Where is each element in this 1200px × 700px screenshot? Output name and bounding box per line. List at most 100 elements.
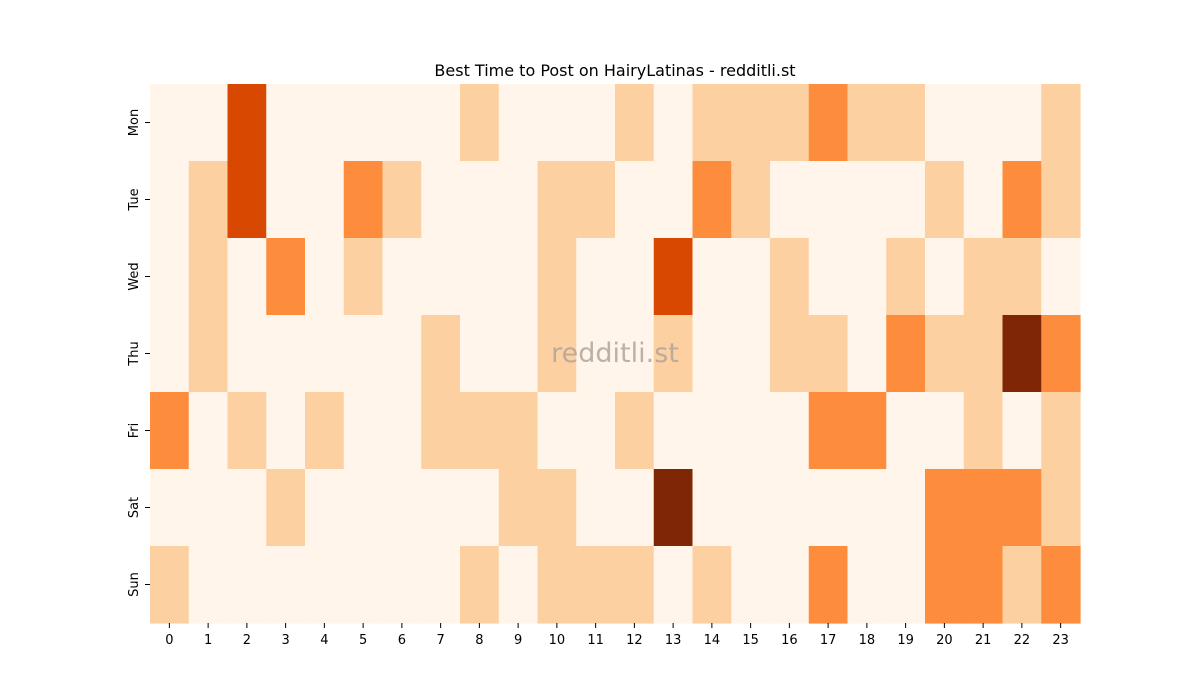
heatmap-cell-wed-6 [382, 238, 422, 316]
heatmap-cell-thu-8 [460, 315, 500, 393]
y-axis: Mon Tue Wed Thu Fri Sat Sun [127, 109, 150, 597]
heatmap-cell-tue-17 [808, 161, 849, 239]
heatmap-cell-wed-4 [305, 238, 345, 316]
heatmap-cell-sat-13 [653, 469, 694, 547]
heatmap-cell-wed-2 [227, 238, 267, 316]
y-tick-label: Sun [127, 572, 142, 597]
heatmap-cell-mon-14 [692, 84, 732, 162]
x-tick-label: 12 [626, 633, 643, 648]
x-tick-label: 6 [398, 633, 406, 648]
x-tick-label: 16 [781, 633, 798, 648]
heatmap-cell-sat-19 [886, 469, 926, 547]
x-tick-label: 22 [1014, 633, 1031, 648]
heatmap-cell-sun-13 [653, 546, 694, 624]
heatmap-cell-mon-16 [770, 84, 810, 162]
heatmap-cell-thu-20 [925, 315, 965, 393]
heatmap-cell-sat-2 [227, 469, 267, 547]
heatmap-cell-sun-8 [460, 546, 500, 624]
x-tick-label: 15 [742, 633, 759, 648]
heatmap-cell-thu-1 [188, 315, 229, 393]
heatmap-cell-wed-17 [808, 238, 849, 316]
heatmap-cell-fri-6 [382, 392, 422, 470]
heatmap-cell-mon-11 [576, 84, 616, 162]
heatmap-cell-fri-19 [886, 392, 926, 470]
heatmap-cell-sun-4 [305, 546, 345, 624]
heatmap-cell-sun-2 [227, 546, 267, 624]
x-tick-label: 4 [320, 633, 328, 648]
heatmap-cell-thu-14 [692, 315, 732, 393]
heatmap-cell-sat-15 [731, 469, 771, 547]
heatmap-cell-tue-8 [460, 161, 500, 239]
heatmap-cell-sun-0 [150, 546, 190, 624]
heatmap-cell-fri-21 [963, 392, 1004, 470]
y-tick-label: Thu [127, 341, 142, 366]
heatmap-cell-wed-22 [1002, 238, 1042, 316]
heatmap-cell-thu-3 [266, 315, 306, 393]
heatmap-cell-thu-0 [150, 315, 190, 393]
heatmap-cell-fri-1 [188, 392, 229, 470]
heatmap-cell-wed-14 [692, 238, 732, 316]
heatmap-cell-mon-23 [1041, 84, 1081, 162]
heatmap-cell-thu-11 [576, 315, 616, 393]
heatmap-cell-mon-5 [343, 84, 384, 162]
heatmap-cell-fri-7 [421, 392, 461, 470]
x-tick-label: 19 [897, 633, 914, 648]
heatmap-cell-wed-16 [770, 238, 810, 316]
heatmap-cell-mon-3 [266, 84, 306, 162]
heatmap-cell-wed-13 [653, 238, 694, 316]
heatmap-cell-thu-7 [421, 315, 461, 393]
heatmap-cell-thu-23 [1041, 315, 1081, 393]
heatmap-cell-tue-9 [498, 161, 539, 239]
heatmap-cell-mon-13 [653, 84, 694, 162]
heatmap-cell-fri-5 [343, 392, 384, 470]
heatmap-cell-tue-22 [1002, 161, 1042, 239]
heatmap-cell-tue-13 [653, 161, 694, 239]
heatmap-cell-sun-15 [731, 546, 771, 624]
x-tick-label: 23 [1052, 633, 1069, 648]
heatmap-cell-sun-17 [808, 546, 849, 624]
heatmap-cell-sat-14 [692, 469, 732, 547]
heatmap-cell-wed-3 [266, 238, 306, 316]
heatmap-cell-tue-0 [150, 161, 190, 239]
heatmap-cell-tue-6 [382, 161, 422, 239]
heatmap-cell-wed-12 [615, 238, 655, 316]
heatmap-cell-fri-4 [305, 392, 345, 470]
heatmap-cell-fri-17 [808, 392, 849, 470]
heatmap-cell-fri-18 [847, 392, 887, 470]
heatmap-cell-thu-6 [382, 315, 422, 393]
heatmap-cell-mon-21 [963, 84, 1004, 162]
x-tick-label: 7 [436, 633, 444, 648]
x-tick-label: 13 [665, 633, 682, 648]
heatmap-cell-sat-11 [576, 469, 616, 547]
heatmap-cell-mon-7 [421, 84, 461, 162]
x-tick-label: 3 [281, 633, 289, 648]
heatmap-cell-sat-16 [770, 469, 810, 547]
heatmap-cell-mon-10 [537, 84, 577, 162]
heatmap-cell-sun-16 [770, 546, 810, 624]
heatmap-cell-fri-15 [731, 392, 771, 470]
heatmap-cell-tue-16 [770, 161, 810, 239]
heatmap-cell-fri-12 [615, 392, 655, 470]
heatmap-cell-sat-12 [615, 469, 655, 547]
x-tick-label: 2 [243, 633, 251, 648]
x-tick-label: 17 [820, 633, 837, 648]
heatmap-cell-thu-16 [770, 315, 810, 393]
heatmap-cell-wed-11 [576, 238, 616, 316]
heatmap-cell-sat-9 [498, 469, 539, 547]
heatmap-cell-thu-10 [537, 315, 577, 393]
heatmap-cell-wed-9 [498, 238, 539, 316]
heatmap-cell-thu-21 [963, 315, 1004, 393]
heatmap-cell-fri-11 [576, 392, 616, 470]
heatmap-cell-tue-11 [576, 161, 616, 239]
x-tick-label: 5 [359, 633, 367, 648]
heatmap-cell-wed-18 [847, 238, 887, 316]
heatmap-cell-mon-2 [227, 84, 267, 162]
heatmap-cell-wed-21 [963, 238, 1004, 316]
heatmap-cell-sat-6 [382, 469, 422, 547]
heatmap-cell-mon-17 [808, 84, 849, 162]
heatmap-cell-thu-15 [731, 315, 771, 393]
heatmap-cell-mon-6 [382, 84, 422, 162]
heatmap-cell-mon-9 [498, 84, 539, 162]
heatmap-cell-mon-19 [886, 84, 926, 162]
heatmap-cell-mon-18 [847, 84, 887, 162]
